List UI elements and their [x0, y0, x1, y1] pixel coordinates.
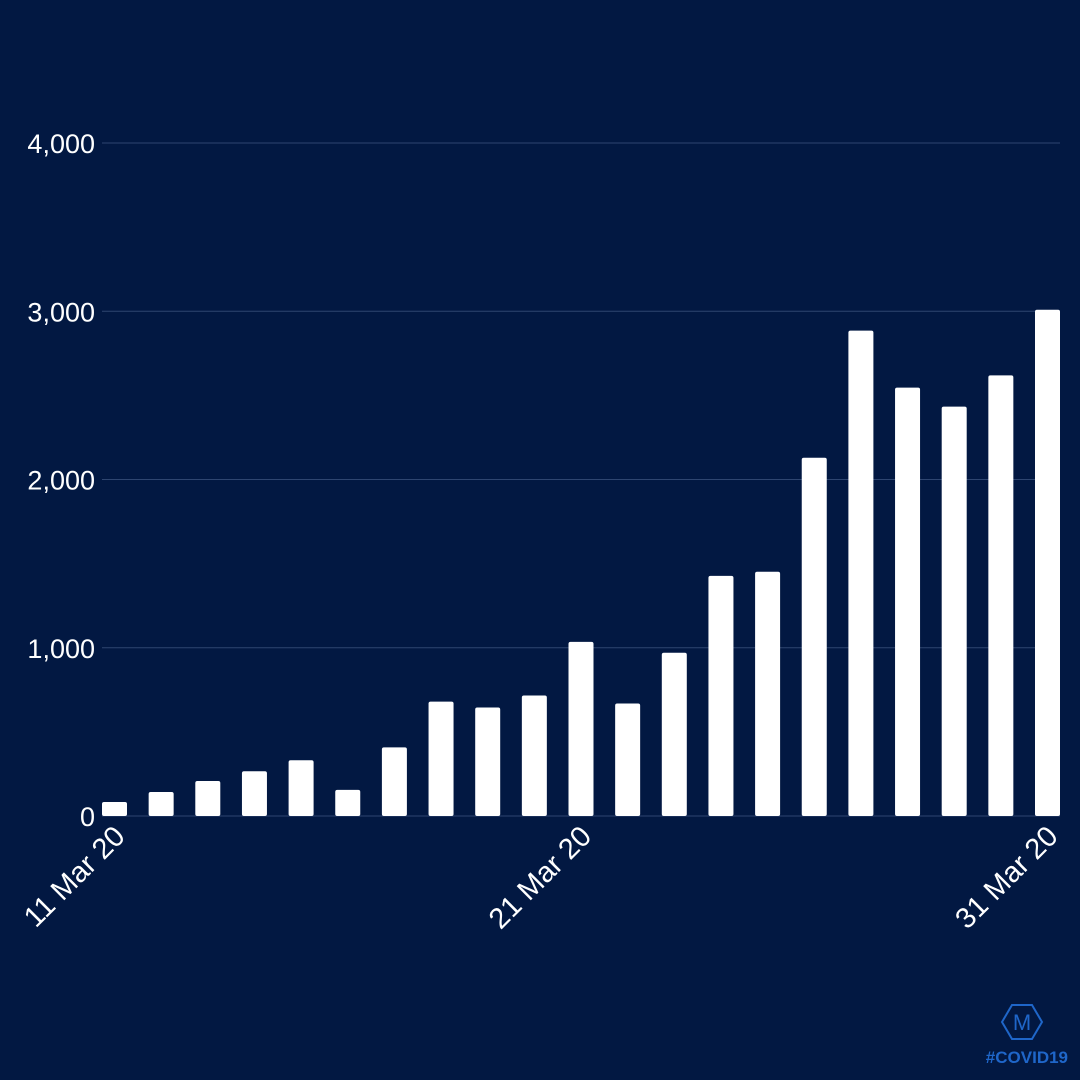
brand-logo: M	[1000, 1004, 1044, 1040]
bar	[241, 771, 267, 816]
bar	[195, 781, 221, 816]
logo-letter: M	[1013, 1010, 1031, 1035]
bar	[428, 701, 454, 816]
bar	[615, 703, 641, 816]
bar	[381, 747, 407, 816]
bar	[521, 695, 547, 816]
y-tick-label: 4,000	[27, 129, 95, 159]
bar	[988, 375, 1014, 816]
x-tick-label: 21 Mar 20	[483, 820, 598, 935]
y-tick-label: 0	[80, 802, 95, 832]
bar	[568, 641, 594, 816]
bar	[801, 457, 827, 816]
x-tick-label: 31 Mar 20	[949, 820, 1064, 935]
x-axis-ticks: 11 Mar 20 21 Mar 20 31 Mar 20	[18, 820, 1064, 935]
bars	[102, 309, 1060, 816]
covid19-tag: #COVID19	[986, 1048, 1068, 1067]
bar	[1035, 309, 1060, 816]
bar	[848, 330, 874, 816]
hexagon-icon	[1000, 1004, 1044, 1040]
bar	[755, 571, 781, 816]
bar	[895, 387, 921, 816]
bar	[335, 789, 361, 816]
y-tick-label: 2,000	[27, 466, 95, 496]
bar	[941, 406, 967, 816]
y-axis-ticks: 0 1,000 2,000 3,000 4,000	[27, 129, 95, 832]
x-tick-label: 11 Mar 20	[18, 820, 131, 933]
y-tick-label: 3,000	[27, 297, 95, 327]
bar	[288, 760, 314, 816]
bar	[148, 791, 174, 816]
bar	[708, 575, 734, 816]
y-tick-label: 1,000	[27, 634, 95, 664]
bar	[661, 652, 687, 816]
bar	[102, 802, 127, 816]
bar	[475, 707, 501, 816]
